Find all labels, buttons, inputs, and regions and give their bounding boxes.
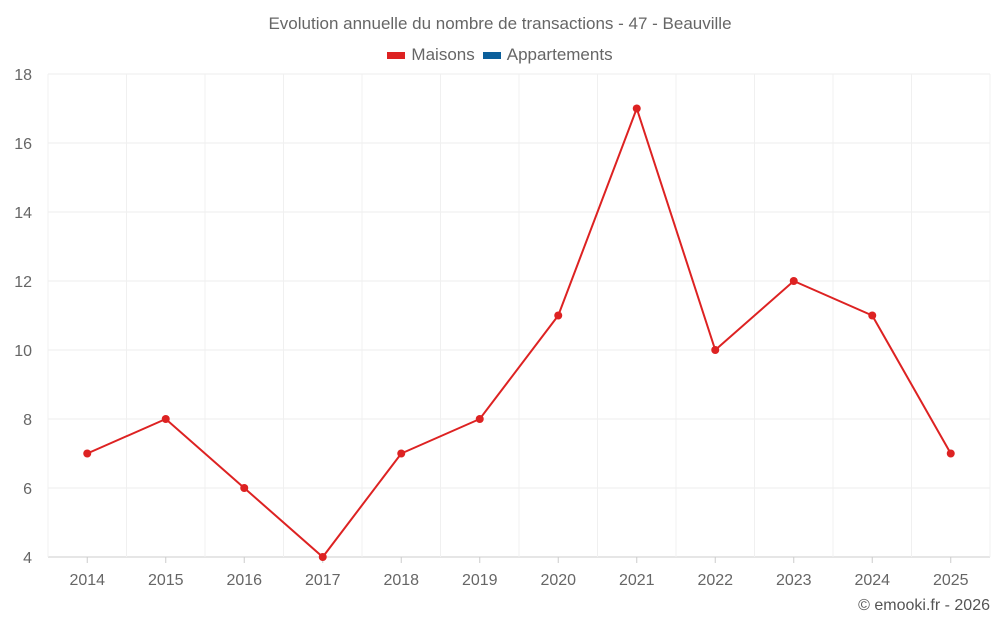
chart-title: Evolution annuelle du nombre de transact… xyxy=(268,14,732,33)
data-point xyxy=(318,553,327,561)
legend-item-maisons[interactable]: Maisons xyxy=(387,45,475,65)
series-line-maisons xyxy=(86,105,952,559)
x-tick-label: 2014 xyxy=(69,572,105,589)
x-tick-label: 2023 xyxy=(776,572,812,589)
x-tick-label: 2019 xyxy=(462,572,498,589)
x-tick-label: 2018 xyxy=(383,572,419,589)
data-point xyxy=(946,449,955,458)
data-point xyxy=(397,449,406,458)
data-point xyxy=(789,277,798,285)
legend-swatch-appartements xyxy=(482,51,501,59)
credit: © emooki.fr - 2026 xyxy=(858,597,990,614)
x-tick-label: 2021 xyxy=(619,572,655,589)
legend-item-appartements[interactable]: Appartements xyxy=(482,45,613,65)
data-point xyxy=(83,449,92,458)
data-point xyxy=(632,104,641,113)
data-point xyxy=(240,484,249,492)
x-tick-label: 2024 xyxy=(854,572,890,589)
y-tick-label: 12 xyxy=(14,274,32,291)
legend-swatch-maisons xyxy=(387,51,406,59)
legend-label-maisons: Maisons xyxy=(411,45,475,64)
x-tick-label: 2025 xyxy=(933,572,969,589)
data-point xyxy=(475,415,484,423)
data-point xyxy=(711,346,720,354)
x-tick-label: 2016 xyxy=(226,572,262,589)
x-tick-label: 2020 xyxy=(540,572,576,589)
y-tick-label: 14 xyxy=(14,205,32,222)
legend: Maisons Appartements xyxy=(0,45,1000,65)
data-point xyxy=(868,311,877,320)
y-tick-label: 18 xyxy=(14,67,32,84)
legend-label-appartements: Appartements xyxy=(506,45,613,64)
x-tick-label: 2022 xyxy=(697,572,733,589)
y-tick-label: 16 xyxy=(14,136,32,153)
data-point xyxy=(161,415,170,423)
y-tick-label: 4 xyxy=(23,550,32,567)
y-tick-label: 10 xyxy=(14,343,32,360)
y-tick-label: 8 xyxy=(23,412,32,429)
data-point xyxy=(554,311,563,320)
y-tick-label: 6 xyxy=(23,481,32,498)
x-tick-label: 2015 xyxy=(148,572,184,589)
x-tick-label: 2017 xyxy=(305,572,341,589)
